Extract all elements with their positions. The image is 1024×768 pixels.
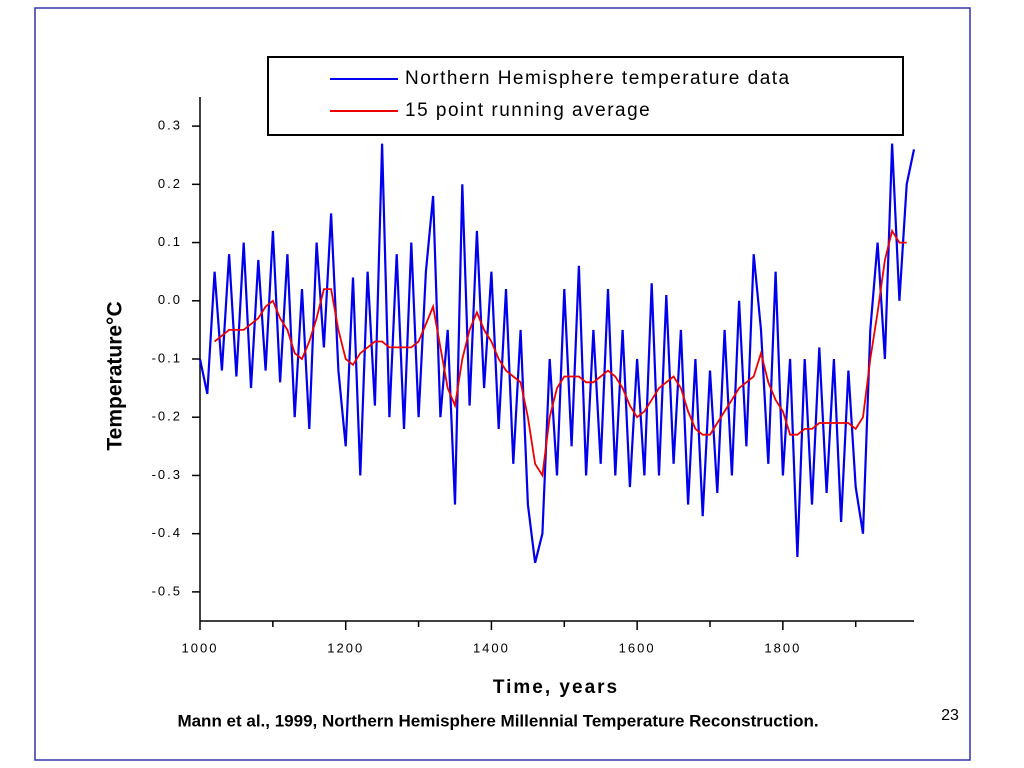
y-tick-label: -0.3 xyxy=(152,467,182,482)
x-tick-label: 1600 xyxy=(619,640,656,655)
y-tick-label: -0.4 xyxy=(152,525,182,540)
legend-label: 15 point running average xyxy=(405,100,651,121)
x-tick-label: 1000 xyxy=(182,640,219,655)
y-tick-label: -0.1 xyxy=(152,350,182,365)
slide-border xyxy=(34,7,971,761)
plot-area xyxy=(198,143,916,564)
y-tick-label: -0.2 xyxy=(152,409,182,424)
y-tick-label: 0.1 xyxy=(158,234,182,249)
x-tick-label: 1800 xyxy=(764,640,801,655)
series-line xyxy=(214,228,907,479)
y-tick-label: 0.2 xyxy=(158,176,182,191)
series-line xyxy=(198,143,916,564)
page-number: 23 xyxy=(941,707,959,724)
y-tick-label: -0.5 xyxy=(152,583,182,598)
y-axis-label: Temperature°C xyxy=(104,301,127,450)
caption: Mann et al., 1999, Northern Hemisphere M… xyxy=(177,711,818,730)
legend xyxy=(267,56,904,136)
legend-label: Northern Hemisphere temperature data xyxy=(405,68,791,89)
y-tick-label: 0.3 xyxy=(158,118,182,133)
x-axis-label: Time, years xyxy=(493,677,619,698)
x-tick-label: 1400 xyxy=(473,640,510,655)
y-tick-label: 0.0 xyxy=(158,292,182,307)
x-tick-label: 1200 xyxy=(327,640,364,655)
